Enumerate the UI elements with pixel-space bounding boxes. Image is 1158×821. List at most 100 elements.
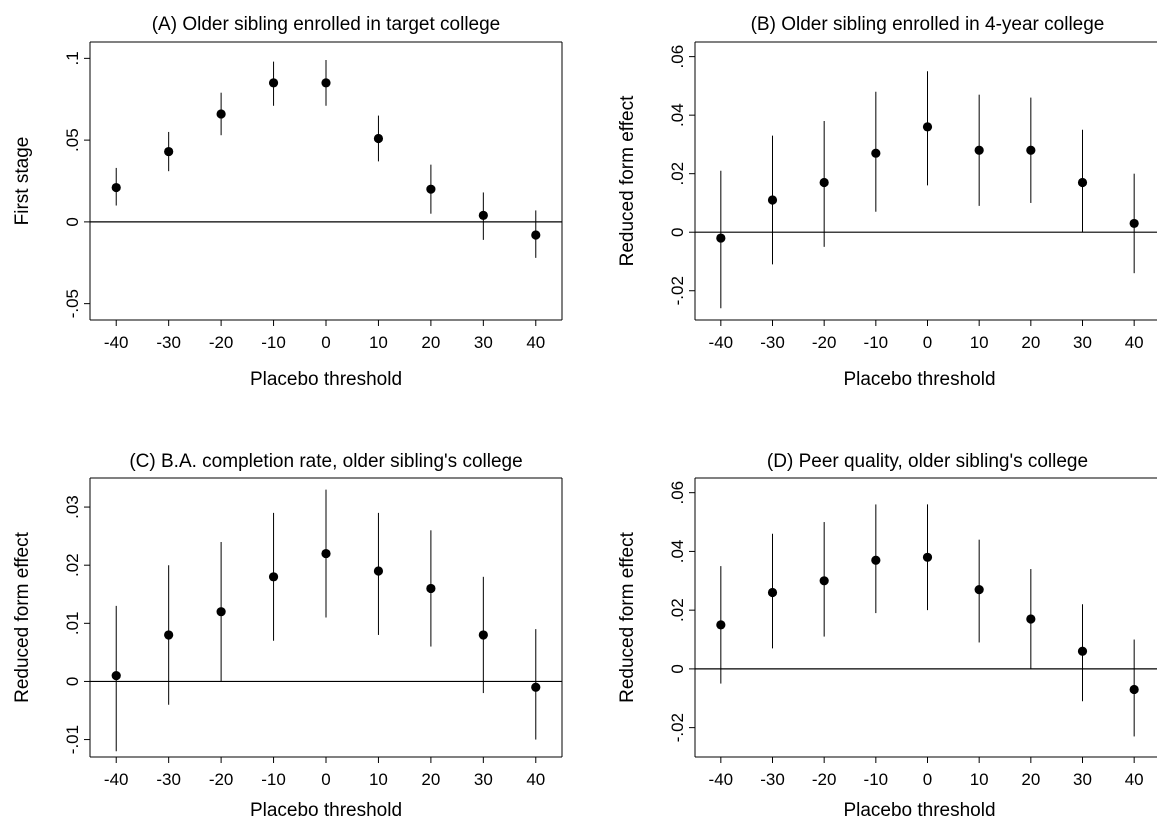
point-estimate <box>819 576 829 586</box>
y-tick-label: -.02 <box>668 713 687 742</box>
y-tick-label: .06 <box>668 481 687 505</box>
y-axis-label: Reduced form effect <box>617 531 638 702</box>
x-tick-label: 20 <box>1021 770 1040 789</box>
point-estimate <box>111 671 121 681</box>
x-tick-label: 10 <box>970 333 989 352</box>
x-tick-label: 0 <box>321 770 330 789</box>
chart-panel-1: (A) Older sibling enrolled in target col… <box>12 14 563 390</box>
x-tick-label: -30 <box>156 770 181 789</box>
x-axis-label: Placebo threshold <box>843 800 995 821</box>
point-estimate <box>478 210 488 220</box>
point-estimate <box>1077 177 1088 188</box>
y-tick-label: .05 <box>63 128 82 152</box>
y-tick-label: 0 <box>668 664 687 673</box>
point-estimate <box>216 109 226 119</box>
x-tick-label: -20 <box>812 770 837 789</box>
x-tick-label: 30 <box>474 770 493 789</box>
x-tick-label: -10 <box>261 770 286 789</box>
x-axis-label: Placebo threshold <box>843 369 995 390</box>
x-tick-label: 10 <box>970 770 989 789</box>
x-tick-label: 40 <box>526 770 545 789</box>
y-tick-label: 0 <box>668 227 687 236</box>
chart-panel-3: (C) B.A. completion rate, older sibling'… <box>12 451 563 821</box>
point-estimate <box>531 230 541 240</box>
x-tick-label: 30 <box>1073 333 1092 352</box>
x-tick-label: -30 <box>156 333 181 352</box>
y-tick-label: .02 <box>668 598 687 622</box>
x-tick-label: -40 <box>709 333 734 352</box>
point-estimate <box>321 78 331 88</box>
y-axis-label: Reduced form effect <box>617 95 638 266</box>
point-estimate <box>426 184 436 194</box>
y-tick-label: .04 <box>668 103 687 127</box>
y-tick-label: 0 <box>63 677 82 686</box>
x-tick-label: -30 <box>760 333 785 352</box>
point-estimate <box>373 566 384 576</box>
point-estimate <box>373 133 384 144</box>
chart-title: (D) Peer quality, older sibling's colleg… <box>767 451 1088 472</box>
x-tick-label: -40 <box>104 770 129 789</box>
point-estimate <box>268 572 279 582</box>
point-estimate <box>321 548 331 559</box>
chart-title: (B) Older sibling enrolled in 4-year col… <box>751 14 1105 35</box>
point-estimate <box>111 182 121 193</box>
x-tick-label: 30 <box>1073 770 1092 789</box>
chart-title: (C) B.A. completion rate, older sibling'… <box>129 451 522 472</box>
x-tick-label: 40 <box>526 333 545 352</box>
x-tick-label: -20 <box>209 770 234 789</box>
x-tick-label: -30 <box>760 770 785 789</box>
y-tick-label: -.01 <box>63 725 82 754</box>
chart-panel-4: (D) Peer quality, older sibling's colleg… <box>617 451 1157 821</box>
x-tick-label: 10 <box>369 770 388 789</box>
y-tick-label: .04 <box>668 540 687 564</box>
x-tick-label: -10 <box>864 333 889 352</box>
point-estimate <box>871 148 881 158</box>
y-axis-label: Reduced form effect <box>12 531 33 702</box>
y-tick-label: -.05 <box>63 289 82 318</box>
x-tick-label: 30 <box>474 333 493 352</box>
x-tick-label: -20 <box>209 333 234 352</box>
point-estimate <box>716 233 726 243</box>
point-estimate <box>767 195 778 205</box>
x-tick-label: 0 <box>923 770 932 789</box>
x-tick-label: 10 <box>369 333 388 352</box>
point-estimate <box>716 620 726 630</box>
x-axis-label: Placebo threshold <box>250 800 402 821</box>
point-estimate <box>426 583 436 594</box>
point-estimate <box>974 145 984 155</box>
point-estimate <box>1129 684 1139 695</box>
point-estimate <box>767 587 778 598</box>
point-estimate <box>922 552 933 562</box>
point-estimate <box>871 555 881 565</box>
point-estimate <box>216 607 226 617</box>
x-axis-label: Placebo threshold <box>250 369 402 390</box>
y-tick-label: .03 <box>63 495 82 519</box>
x-tick-label: -40 <box>104 333 129 352</box>
x-tick-label: 20 <box>421 770 440 789</box>
x-tick-label: -10 <box>261 333 286 352</box>
y-tick-label: .1 <box>63 51 82 65</box>
y-tick-label: .02 <box>668 162 687 186</box>
y-tick-label: .02 <box>63 553 82 577</box>
point-estimate <box>819 177 829 188</box>
x-tick-label: -40 <box>709 770 734 789</box>
point-estimate <box>1026 145 1036 155</box>
point-estimate <box>164 630 174 640</box>
x-tick-label: 20 <box>1021 333 1040 352</box>
y-axis-label: First stage <box>12 137 33 226</box>
point-estimate <box>531 682 541 692</box>
chart-panel-2: (B) Older sibling enrolled in 4-year col… <box>617 14 1157 390</box>
x-tick-label: -10 <box>864 770 889 789</box>
x-tick-label: 0 <box>321 333 330 352</box>
x-tick-label: 40 <box>1125 770 1144 789</box>
point-estimate <box>1129 218 1139 229</box>
y-tick-label: .01 <box>63 611 82 635</box>
x-tick-label: 0 <box>923 333 932 352</box>
x-tick-label: -20 <box>812 333 837 352</box>
point-estimate <box>974 585 984 595</box>
y-tick-label: -.02 <box>668 276 687 305</box>
point-estimate <box>164 146 174 157</box>
chart-title: (A) Older sibling enrolled in target col… <box>152 14 501 35</box>
point-estimate <box>1077 646 1088 656</box>
